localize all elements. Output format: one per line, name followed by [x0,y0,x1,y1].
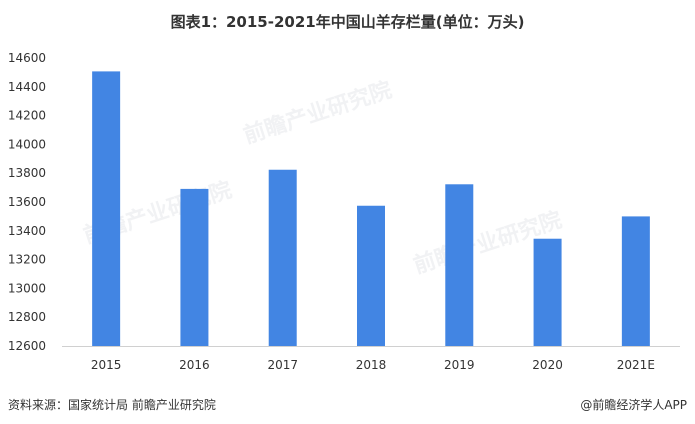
x-tick-label: 2017 [267,358,298,372]
y-tick-label: 13600 [8,195,46,209]
x-tick-label: 2020 [532,358,563,372]
bar-2021E [622,216,650,346]
bar-2015 [92,71,120,346]
y-axis: 12600 12800 13000 13200 13400 13600 13800 14000… [8,51,46,353]
bar-2016 [180,189,208,346]
x-tick-label: 2018 [356,358,387,372]
y-tick-label: 13000 [8,281,46,295]
x-tick-label: 2016 [179,358,210,372]
x-tick-label: 2015 [91,358,122,372]
bar-2017 [269,170,297,346]
y-tick-label: 13400 [8,224,46,238]
source-note: 资料来源：国家统计局 前瞻产业研究院 [8,396,216,413]
y-tick-label: 12800 [8,310,46,324]
y-tick-label: 12600 [8,339,46,353]
y-tick-label: 13200 [8,253,46,267]
bar-2020 [534,239,562,346]
x-tick-label: 2019 [444,358,475,372]
y-tick-label: 14400 [8,80,46,94]
y-tick-label: 14200 [8,109,46,123]
y-tick-label: 14600 [8,51,46,65]
brand-note: @前瞻经济学人APP [580,396,687,413]
bar-2019 [445,184,473,346]
bar-2018 [357,206,385,346]
y-tick-label: 13800 [8,166,46,180]
x-axis: 2015 2016 2017 2018 2019 2020 2021E [91,358,655,372]
y-tick-label: 14000 [8,137,46,151]
x-tick-label: 2021E [617,358,655,372]
bars [92,71,650,346]
